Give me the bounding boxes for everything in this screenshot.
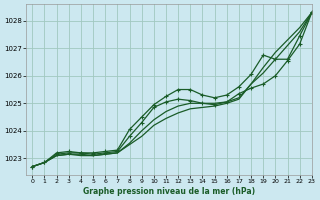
X-axis label: Graphe pression niveau de la mer (hPa): Graphe pression niveau de la mer (hPa): [83, 187, 255, 196]
